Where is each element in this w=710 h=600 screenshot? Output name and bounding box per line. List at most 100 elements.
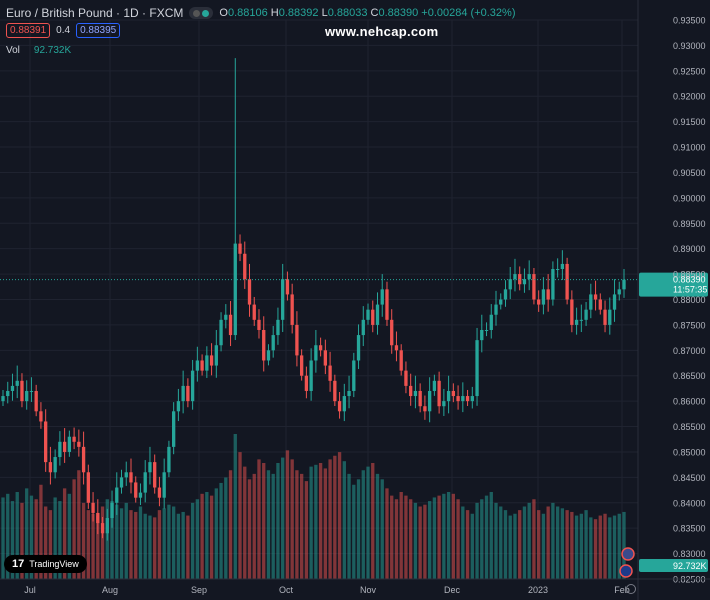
price-tick-label: 0.87000 [673,346,706,356]
volume-bar [309,466,313,579]
volume-bar [470,513,474,579]
volume-bar [380,479,384,579]
candle-body [214,345,218,366]
uk-flag-icon[interactable] [621,547,635,561]
candle-body [437,380,441,407]
volume-bar [285,450,290,579]
last-price-label: 0.88390 [673,275,706,285]
candle-body [612,294,617,310]
volume-bar [442,493,446,579]
candle-body [243,253,247,280]
candle-body [167,446,171,473]
volume-bar [214,488,218,579]
candle-body [110,502,114,519]
candle-body [100,523,105,534]
candle-body [451,390,456,397]
candle-body [1,396,5,402]
volume-bar [238,452,242,579]
sell-button[interactable]: 0.88391 [6,23,51,38]
volume-bar [608,517,612,579]
time-tick-label: Feb [614,585,630,595]
volume-bar [1,497,5,579]
price-tick-label: 0.92500 [673,66,706,76]
candle-body [290,294,294,325]
visibility-toggle-icon[interactable] [189,7,214,19]
volume-bar [508,515,512,579]
volume-bar [119,508,124,579]
volume-bar [385,488,389,579]
candle-body [503,289,508,300]
candle-body [574,319,579,325]
candle-body [205,355,209,371]
chart-legend: Euro / British Pound · 1D · FXCM O0.8810… [6,6,515,20]
volume-bar [10,501,15,579]
candle-body [67,436,72,452]
volume-bar [143,513,147,579]
candle-body [162,472,166,498]
volume-bar [579,513,583,579]
price-tick-label: 0.86000 [673,397,706,407]
candle-body [593,294,598,300]
candle-body [138,492,143,498]
symbol-title[interactable]: Euro / British Pound · 1D · FXCM [6,6,184,20]
candle-body [579,319,583,321]
candle-body [470,396,474,402]
candle-body [399,350,403,371]
price-tick-label: 0.85000 [673,447,706,457]
volume-bar [77,470,81,579]
volume-bar [276,463,280,579]
candle-body [461,396,465,402]
candle-body [15,380,19,386]
price-tick-label: 0.85500 [673,422,706,432]
volume-bars [1,434,626,579]
candle-body [233,243,237,336]
volume-bar [537,510,541,579]
candle-body [361,319,365,336]
candle-body [427,390,432,412]
volume-bar [446,492,451,579]
volume-bar [409,499,413,579]
buy-button[interactable]: 0.88395 [76,23,121,38]
candle-body [318,345,323,351]
volume-bar [494,502,498,579]
volume-value: 92.732K [33,45,72,56]
candle-body [157,487,162,498]
volume-bar [522,506,527,579]
volume-bar [91,513,95,579]
volume-bar [527,502,531,579]
candle-body [252,304,256,320]
candle-body [560,263,565,270]
countdown-label: 11:57:35 [673,285,707,295]
volume-bar [228,470,233,579]
volume-bar [541,513,546,579]
volume-bar [257,459,261,579]
volume-bar [195,499,200,579]
candle-body [266,350,271,361]
candle-body [380,289,384,305]
volume-bar [418,506,422,579]
candlesticks [1,58,626,541]
volume-bar [72,479,76,579]
gear-icon[interactable] [626,584,636,594]
candle-body [565,263,569,300]
tradingview-logo[interactable]: 17 TradingView [4,555,87,573]
volume-bar [62,488,67,579]
volume-bar [399,492,403,579]
price-tick-label: 0.93500 [673,16,706,26]
candle-body [224,314,228,320]
candle-body [105,518,109,534]
price-tick-label: 0.92000 [673,92,706,102]
volume-label[interactable]: Vol [6,45,20,56]
volume-bar [546,506,550,579]
candle-body [541,289,546,305]
candle-body [129,472,133,483]
eu-flag-icon[interactable] [619,564,633,578]
candle-body [622,279,626,290]
candle-body [200,360,204,371]
volume-bar [58,501,62,579]
candle-body [44,421,48,463]
volume-bar [518,510,522,579]
candle-body [546,289,550,300]
